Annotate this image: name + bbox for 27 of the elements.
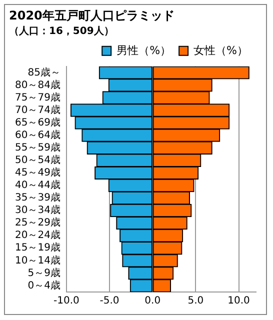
legend-label: 男性（%） [116,44,172,57]
chart-title: 2020年五戸町人口ピラミッド [9,8,174,22]
y-tick-label: 65～69歳 [14,116,60,128]
legend-label: 女性（%） [194,44,248,57]
y-tick-label: 10～14歳 [14,254,60,266]
y-tick-label: 80～84歳 [14,78,60,91]
y-tick-label: 15～19歳 [14,242,60,254]
y-tick-label: 60～64歳 [14,128,60,141]
y-tick-label: 35～39歳 [14,192,60,204]
y-tick-label: 30～34歳 [14,204,60,216]
x-tick-label: 5.0 [188,296,204,307]
x-tick-label: 0.0 [144,296,161,307]
y-tick-label: 75～79歳 [14,91,60,104]
y-tick-label: 45～49歳 [14,166,60,179]
y-tick-label: 55～59歳 [14,141,60,154]
y-tick-label: 70～74歳 [14,104,60,116]
y-tick-label: 0～4歳 [28,279,60,292]
x-tick-label: -10.0 [54,296,80,307]
x-tick-label: 10.0 [228,296,250,307]
y-tick-label: 50～54歳 [14,154,60,166]
y-tick-label: 25～29歳 [14,216,60,229]
chart-subtitle: （人口：16，509人） [9,24,114,37]
y-tick-label: 20～24歳 [14,229,60,242]
y-tick-label: 5～9歳 [28,266,60,279]
y-tick-label: 40～44歳 [14,179,60,192]
x-tick-label: -5.0 [100,296,120,307]
y-tick-label: 85歳～ [28,66,60,78]
